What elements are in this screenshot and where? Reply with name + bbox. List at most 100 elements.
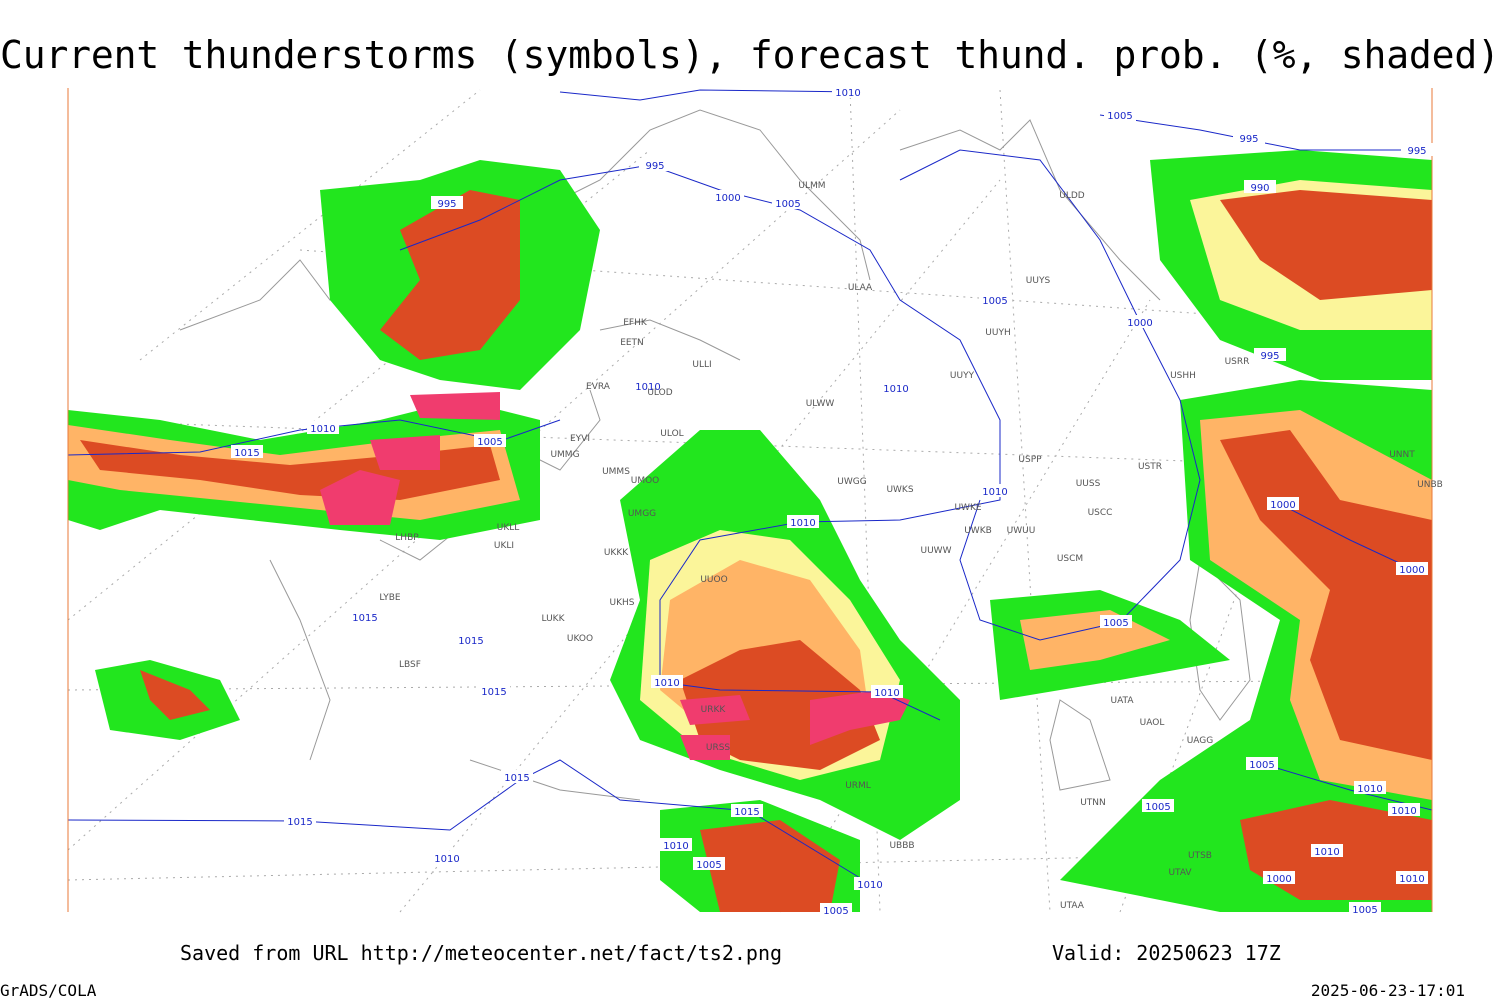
station-label: EFHK (623, 318, 648, 328)
isobar-label: 1005 (1249, 760, 1274, 771)
isobar-label-box (478, 684, 510, 697)
isobar-label-box (787, 515, 819, 528)
isobar-label-box (1142, 799, 1174, 812)
station-label: UKLL (497, 523, 520, 533)
station-label: USHH (1170, 371, 1196, 381)
station-label: LUKK (542, 614, 566, 624)
station-label: ULLI (692, 360, 711, 370)
source-url: Saved from URL http://meteocenter.net/fa… (180, 941, 782, 965)
station-label: ULMM (798, 181, 825, 191)
station-label: UTNN (1080, 798, 1106, 808)
isobar-label-box (820, 903, 852, 916)
station-label: URSS (706, 743, 731, 753)
isobar-label-box (731, 804, 763, 817)
isobar-label-box (1401, 143, 1433, 156)
isobar-label-box (349, 610, 381, 623)
station-label: UATA (1110, 696, 1134, 706)
isobar-label: 1000 (715, 193, 740, 204)
station-label: UAOL (1140, 718, 1165, 728)
isobar-label-box (712, 190, 744, 203)
isobar-label: 995 (1407, 146, 1426, 157)
isobar-label-box (1396, 562, 1428, 575)
isobar-label-box (431, 851, 463, 864)
station-label: UTAA (1060, 901, 1085, 911)
isobar-label: 1010 (1391, 806, 1416, 817)
isobar-label: 1005 (696, 860, 721, 871)
software: GrADS/COLA (0, 981, 97, 1000)
isobar-label: 1010 (982, 487, 1007, 498)
isobar-label: 1015 (734, 807, 759, 818)
isobar-label: 1015 (481, 687, 506, 698)
isobar-label: 1010 (654, 678, 679, 689)
isobar-label: 995 (1260, 351, 1279, 362)
station-label: UMMG (550, 450, 579, 460)
station-label: UWKE (954, 503, 981, 513)
isobar-label-box (1246, 757, 1278, 770)
station-label: UKLI (494, 541, 514, 551)
station-label: EETN (620, 338, 644, 348)
isobar-label-box (1267, 497, 1299, 510)
isobar-label: 995 (1239, 134, 1258, 145)
isobar-label: 1015 (352, 613, 377, 624)
station-label: ULOL (660, 429, 683, 439)
isobar-label-box (632, 379, 664, 392)
isobar-label-box (880, 381, 912, 394)
station-label: UWUU (1007, 526, 1036, 536)
isobar-label: 1000 (1127, 318, 1152, 329)
station-label: USTR (1138, 462, 1162, 472)
station-label: UNBB (1417, 480, 1443, 490)
station-label: UUOO (700, 575, 727, 585)
station-label: USCC (1088, 508, 1113, 518)
isobar-label: 1010 (857, 880, 882, 891)
isobar-label-box (284, 814, 316, 827)
station-label: UUWW (921, 546, 952, 556)
station-labels: ULMM ULDD UUYS ULAA UUYH EFHK EETN ULLI UUYY ULWW… (379, 181, 1442, 911)
valid-time: Valid: 20250623 17Z (1052, 941, 1281, 965)
isobar-label-box (871, 685, 903, 698)
isobar-label: 1010 (883, 384, 908, 395)
station-label: EYVI (570, 434, 590, 444)
station-label: UUSS (1076, 479, 1101, 489)
isobar-label: 1005 (1107, 111, 1132, 122)
isobar-label: 1010 (663, 841, 688, 852)
isobar-label-box (1349, 902, 1381, 915)
station-label: UUYH (985, 328, 1010, 338)
isobar-label-box (1254, 348, 1286, 361)
isobar-label-box (979, 293, 1011, 306)
station-label: EVRA (586, 382, 611, 392)
isobar-label-box (1244, 180, 1276, 193)
isobar-label: 1010 (835, 88, 860, 99)
isobar-label-box (1100, 615, 1132, 628)
isobar-label: 1005 (1352, 905, 1377, 916)
isobar-label: 1005 (982, 296, 1007, 307)
isobar-label: 995 (437, 199, 456, 210)
isobar-label: 1005 (823, 906, 848, 917)
station-label: UAGG (1187, 736, 1214, 746)
isobar-label: 1010 (635, 382, 660, 393)
isobar-label: 990 (1250, 183, 1269, 194)
isobar-label: 1015 (458, 636, 483, 647)
station-label: UMOO (631, 476, 660, 486)
station-label: URKK (701, 705, 727, 715)
isobar-label-box (501, 770, 533, 783)
isobar-label: 1005 (1103, 618, 1128, 629)
isobar-label-box (474, 434, 506, 447)
isobar-label-box (1396, 871, 1428, 884)
isobar-label-box (693, 857, 725, 870)
station-label: USCM (1057, 554, 1083, 564)
isobar-label: 995 (645, 161, 664, 172)
isobar-label: 1015 (287, 817, 312, 828)
isobar-label-box (979, 484, 1011, 497)
isobar-label-box (832, 85, 864, 98)
isobar-label-box (660, 838, 692, 851)
station-label: UMMS (602, 467, 630, 477)
station-label: UMGG (628, 509, 656, 519)
station-label: UUYY (950, 371, 975, 381)
isobar-label: 1000 (1266, 874, 1291, 885)
isobar-label: 1010 (790, 518, 815, 529)
station-label: USRR (1225, 357, 1250, 367)
isobar-label: 1010 (1314, 847, 1339, 858)
timestamp: 2025-06-23-17:01 (1311, 981, 1465, 1000)
isobar-label-box (1124, 315, 1156, 328)
